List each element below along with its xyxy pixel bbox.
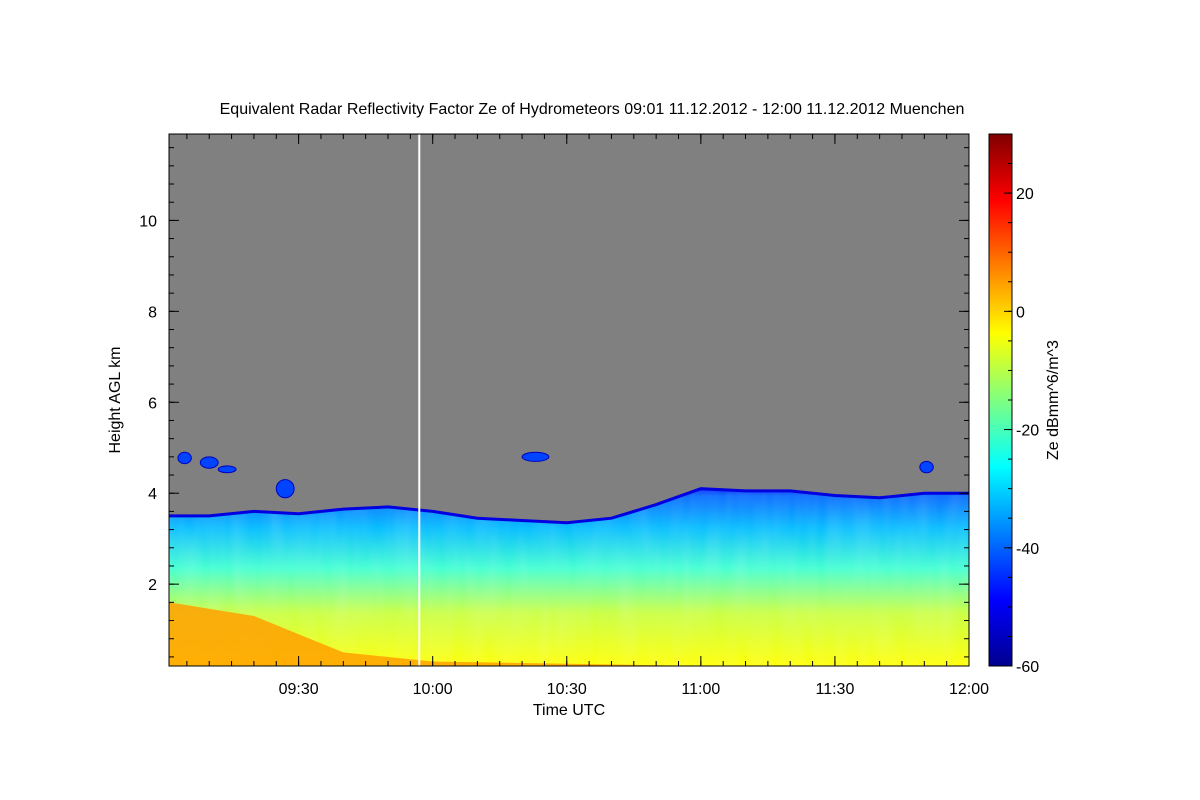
y-tick-label: 4 (148, 486, 157, 503)
x-tick-label: 11:30 (815, 681, 854, 698)
x-tick-label: 10:00 (413, 681, 453, 698)
colorbar-label: Ze dBmm^6/m^3 (1045, 340, 1062, 460)
cloud-patch (521, 451, 550, 462)
x-tick-label: 09:30 (279, 681, 319, 698)
colorbar-tick-label: -40 (1016, 541, 1039, 558)
x-axis: 09:30 10:00 10:30 11:00 11:30 12:00 (186, 134, 989, 698)
cloud-fall-streaks (169, 488, 969, 666)
x-tick-label: 11:00 (681, 681, 720, 698)
y-axis-label: Height AGL km (107, 346, 124, 453)
colorbar-tick-label: 0 (1016, 304, 1025, 321)
high-reflectivity-region (169, 602, 969, 666)
cloud-patch (919, 460, 934, 474)
plot-area (168, 133, 970, 667)
colorbar-tick-label: -60 (1016, 659, 1039, 676)
x-tick-label: 12:00 (949, 681, 989, 698)
plot-frame (168, 133, 970, 667)
y-tick-label: 10 (139, 213, 157, 230)
cloud-patch (275, 479, 295, 499)
colorbar-tick-label: -20 (1016, 423, 1039, 440)
chart-title: Equivalent Radar Reflectivity Factor Ze … (220, 101, 965, 118)
x-axis-label: Time UTC (533, 702, 605, 719)
colorbar: -60 -40 -20 0 20 (988, 133, 1039, 676)
y-tick-label: 6 (148, 395, 157, 412)
cloud-top-edge (169, 487, 969, 525)
cloud-patch (217, 465, 237, 474)
cloud-patch (177, 451, 192, 465)
x-tick-label: 10:30 (547, 681, 587, 698)
colorbar-tick-label: 20 (1016, 186, 1034, 203)
y-axis: 2 4 6 8 10 (139, 147, 969, 658)
y-tick-label: 2 (148, 577, 157, 594)
y-tick-label: 8 (148, 304, 157, 321)
cloud-patch (199, 456, 219, 469)
